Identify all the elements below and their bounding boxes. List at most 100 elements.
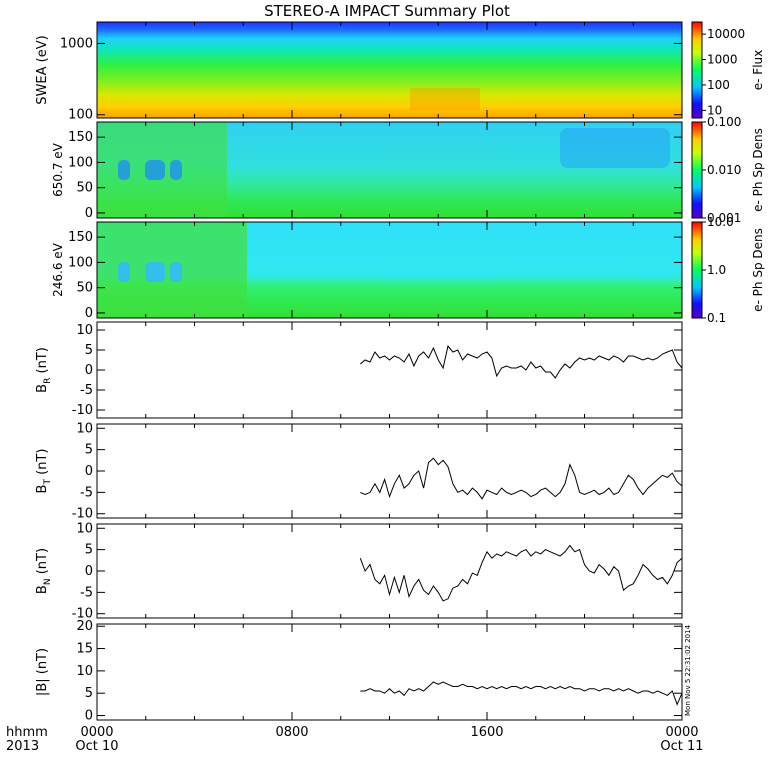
bmag-ylabel: |B| (nT) [35,648,50,696]
timestamp-stamp: Mon Nov 5 22:31:02 2014 [684,624,692,716]
br-ylabel-unit: (nT) [35,347,50,377]
y-tick-label: 0 [85,306,93,321]
bt-ylabel-unit: (nT) [35,449,50,479]
bmag-panel: 20 15 10 5 0 |B| (nT) Mon Nov 5 22:31:02 201… [35,619,692,723]
y-tick-label: 100 [68,155,93,170]
bn-panel: 10 5 0 -5 -10 BN (nT) [35,521,683,622]
swea-colorbar [691,21,703,119]
swea-y-ticks: 1000 100 [60,22,683,123]
y-tick-label: -5 [80,383,93,398]
bmag-series-line [360,681,683,706]
pad-246-colorbar [691,221,703,319]
pad-650-colorbar [691,121,703,219]
y-tick-label: 50 [76,181,93,196]
pad-246-blob-2 [145,262,165,282]
colorbar-tick-label: 0.100 [707,115,741,129]
x-tick-date-label: Oct 10 [75,739,118,754]
colorbar-tick-label: 100 [707,78,730,92]
swea-spectrogram [97,22,682,118]
y-tick-label: 1000 [60,36,93,51]
br-ylabel: BR (nT) [35,347,53,393]
y-tick-label: 5 [85,543,93,558]
y-tick-label: 100 [68,108,93,123]
bmag-y-ticks: 20 15 10 5 0 [76,619,683,724]
pad-650-blob-4 [560,128,670,168]
bn-ylabel-unit: (nT) [35,548,50,578]
swea-bright-band [410,88,480,110]
swea-colorbar-ticks: 10000 1000 100 10 [702,27,745,117]
y-tick-label: 0 [85,564,93,579]
bn-series-line [359,544,683,602]
bt-ylabel-sub: T [43,479,53,486]
pad-246-ylabel: 246.6 eV [51,242,65,297]
colorbar-tick-label: 10.0 [707,215,734,229]
y-tick-label: 10 [76,664,93,679]
pad-246-panel: 150 100 50 0 246.6 eV 10.0 1.0 0.1 e- Ph Sp D… [51,215,765,325]
y-tick-label: 5 [85,343,93,358]
y-tick-label: 20 [76,619,93,634]
y-tick-label: 5 [85,443,93,458]
bn-ylabel-main: B [35,585,50,594]
colorbar-tick-label: 0.1 [707,311,726,325]
pad-650-blob-2 [145,160,165,180]
colorbar-tick-label: 10 [707,103,722,117]
y-tick-label: 0 [85,206,93,221]
bn-y-ticks: 10 5 0 -5 -10 [72,521,683,622]
swea-panel: 1000 100 SWEA (eV) 10000 1000 100 10 e- Flux [35,21,765,123]
colorbar-tick-label: 0.010 [707,163,741,177]
colorbar-tick-label: 0.001 [707,211,741,225]
x-tick-date-label: Oct 11 [660,739,703,754]
pad-246-blob-1 [118,262,130,282]
y-tick-label: -10 [72,403,93,418]
swea-ylabel: SWEA (eV) [35,35,50,104]
y-tick-label: 10 [76,323,93,338]
pad-650-blob-3 [170,160,182,180]
x-axis-year-label: 2013 [6,739,39,754]
br-frame [96,321,683,419]
pad-246-colorbar-label: e- Ph Sp Dens [751,228,765,312]
y-tick-label: 100 [68,255,93,270]
x-tick-label: 0000 [80,725,113,740]
y-tick-label: -5 [80,585,93,600]
bn-ylabel-sub: N [43,578,53,585]
bmag-frame [96,623,683,721]
pad-650-colorbar-ticks: 0.100 0.010 0.001 [702,115,741,225]
pad-246-colorbar-ticks: 10.0 1.0 0.1 [702,215,734,325]
y-tick-label: 5 [85,686,93,701]
br-ylabel-main: B [35,384,50,393]
y-tick-label: 0 [85,464,93,479]
bn-frame [96,523,683,619]
plot-title: STEREO-A IMPACT Summary Plot [264,2,510,20]
y-tick-label: 0 [85,709,93,724]
y-tick-label: 15 [76,642,93,657]
x-tick-label: 0000 [665,725,698,740]
colorbar-tick-label: 10000 [707,27,745,41]
x-tick-label: 0800 [275,725,308,740]
br-panel: 10 5 0 -5 -10 BR (nT) [35,321,683,419]
bt-panel: 10 5 0 -5 -10 BT (nT) [35,421,683,522]
y-tick-label: -5 [80,485,93,500]
y-tick-label: 0 [85,363,93,378]
br-series-line [359,344,683,379]
y-tick-label: 10 [76,421,93,436]
pad-650-panel: 150 100 50 0 650.7 eV 0.100 0.010 0.001 e- Ph… [51,115,765,225]
bn-ylabel: BN (nT) [35,548,53,594]
y-tick-label: 50 [76,281,93,296]
swea-colorbar-label: e- Flux [751,50,765,90]
y-tick-label: 150 [68,130,93,145]
y-tick-label: -10 [72,507,93,522]
bt-ylabel-main: B [35,485,50,494]
bt-series-line [360,457,683,500]
y-tick-label: 10 [76,521,93,536]
y-tick-label: -10 [72,607,93,622]
br-y-ticks: 10 5 0 -5 -10 [72,322,683,418]
colorbar-tick-label: 1000 [707,53,738,67]
bt-y-ticks: 10 5 0 -5 -10 [72,421,683,522]
pad-246-y-ticks: 150 100 50 0 [68,222,683,321]
pad-650-y-ticks: 150 100 50 0 [68,122,683,221]
pad-650-blob-1 [118,160,130,180]
br-ylabel-sub: R [43,378,53,384]
y-tick-label: 150 [68,230,93,245]
